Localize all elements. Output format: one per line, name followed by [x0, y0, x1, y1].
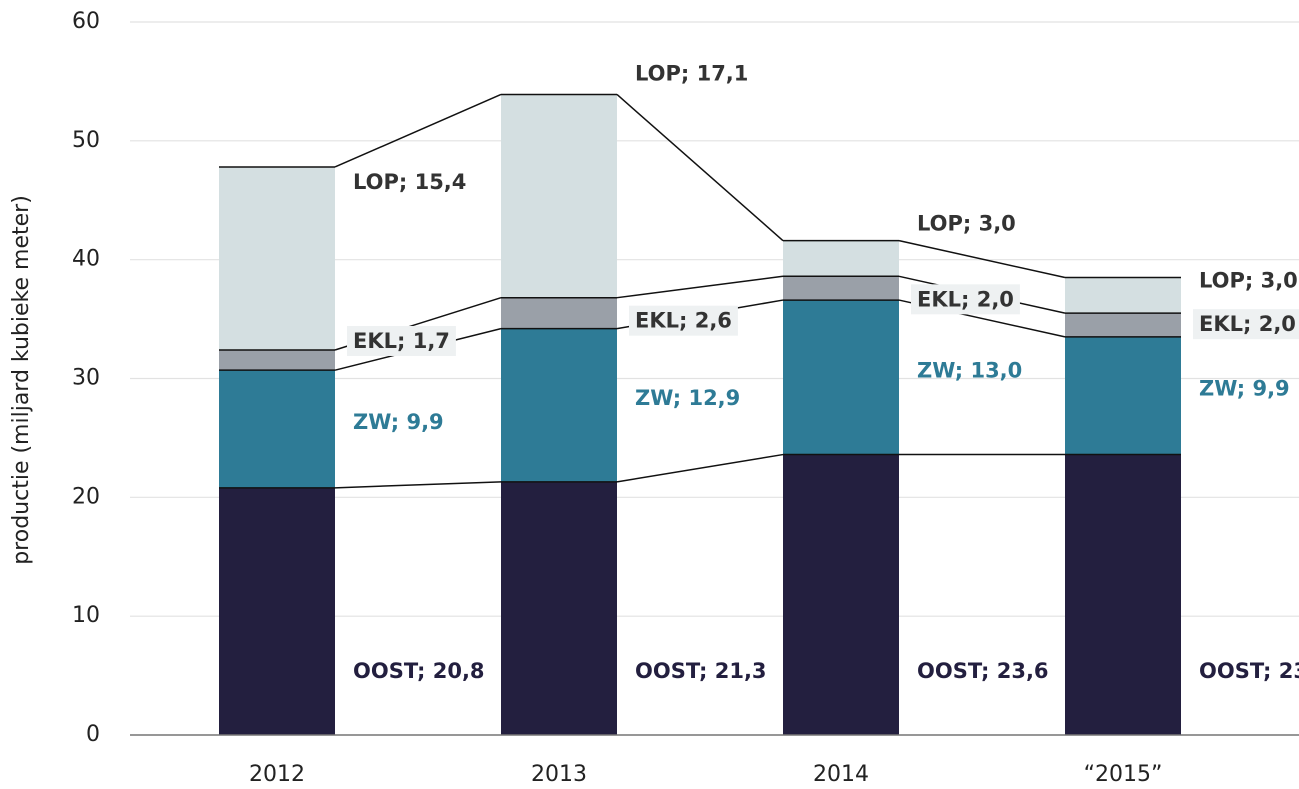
y-tick-label: 50: [72, 128, 100, 153]
bar-segment: [1065, 313, 1181, 337]
connector: [616, 275, 784, 299]
x-tick-label: “2015”: [1084, 762, 1163, 787]
bar-segment: [1065, 336, 1181, 455]
value-label: EKL; 2,0: [1199, 312, 1296, 336]
bar-segment: [501, 297, 617, 329]
connector: [616, 93, 784, 242]
connector: [898, 239, 1066, 279]
value-label: LOP; 17,1: [635, 61, 748, 85]
x-tick-label: 2013: [531, 762, 587, 787]
value-label: OOST; 20,8: [353, 659, 485, 683]
value-label: ZW; 9,9: [353, 410, 444, 434]
label-background: [911, 284, 1020, 315]
y-tick-label: 20: [72, 484, 100, 509]
value-label: EKL; 1,7: [353, 329, 450, 353]
connector: [334, 481, 502, 489]
y-tick-label: 60: [72, 9, 100, 34]
value-label: LOP; 3,0: [1199, 268, 1298, 292]
bar-segment: [501, 481, 617, 735]
bar-segment: [783, 300, 899, 455]
bar-segment: [783, 240, 899, 277]
connector: [334, 93, 502, 168]
x-tick-label: 2014: [813, 762, 869, 787]
value-label: OOST; 23,6: [1199, 659, 1299, 683]
bar-segment: [1065, 277, 1181, 314]
value-label: OOST; 21,3: [635, 659, 767, 683]
bar-segment: [783, 454, 899, 735]
connector: [616, 453, 784, 483]
value-label: LOP; 3,0: [917, 212, 1016, 236]
label-background: [1193, 309, 1299, 340]
y-axis-label: productie (miljard kubieke meter): [9, 195, 34, 565]
value-label: ZW; 13,0: [917, 358, 1022, 382]
y-tick-label: 10: [72, 603, 100, 628]
x-tick-label: 2012: [249, 762, 305, 787]
value-label: ZW; 12,9: [635, 386, 740, 410]
value-label: EKL; 2,0: [917, 287, 1014, 311]
y-tick-label: 40: [72, 247, 100, 272]
bar-segment: [1065, 454, 1181, 735]
bar-segment: [219, 487, 335, 735]
value-label: EKL; 2,6: [635, 309, 732, 333]
y-tick-label: 0: [86, 722, 100, 747]
bar-segment: [219, 370, 335, 488]
bar-segment: [501, 94, 617, 298]
y-tick-label: 30: [72, 366, 100, 391]
bar-segment: [219, 166, 335, 350]
bar-segment: [783, 276, 899, 301]
value-label: OOST; 23,6: [917, 659, 1049, 683]
value-label: LOP; 15,4: [353, 170, 466, 194]
label-background: [629, 305, 738, 336]
bar-segment: [219, 349, 335, 371]
label-background: [347, 325, 456, 356]
bar-segment: [501, 328, 617, 482]
value-label: ZW; 9,9: [1199, 377, 1290, 401]
